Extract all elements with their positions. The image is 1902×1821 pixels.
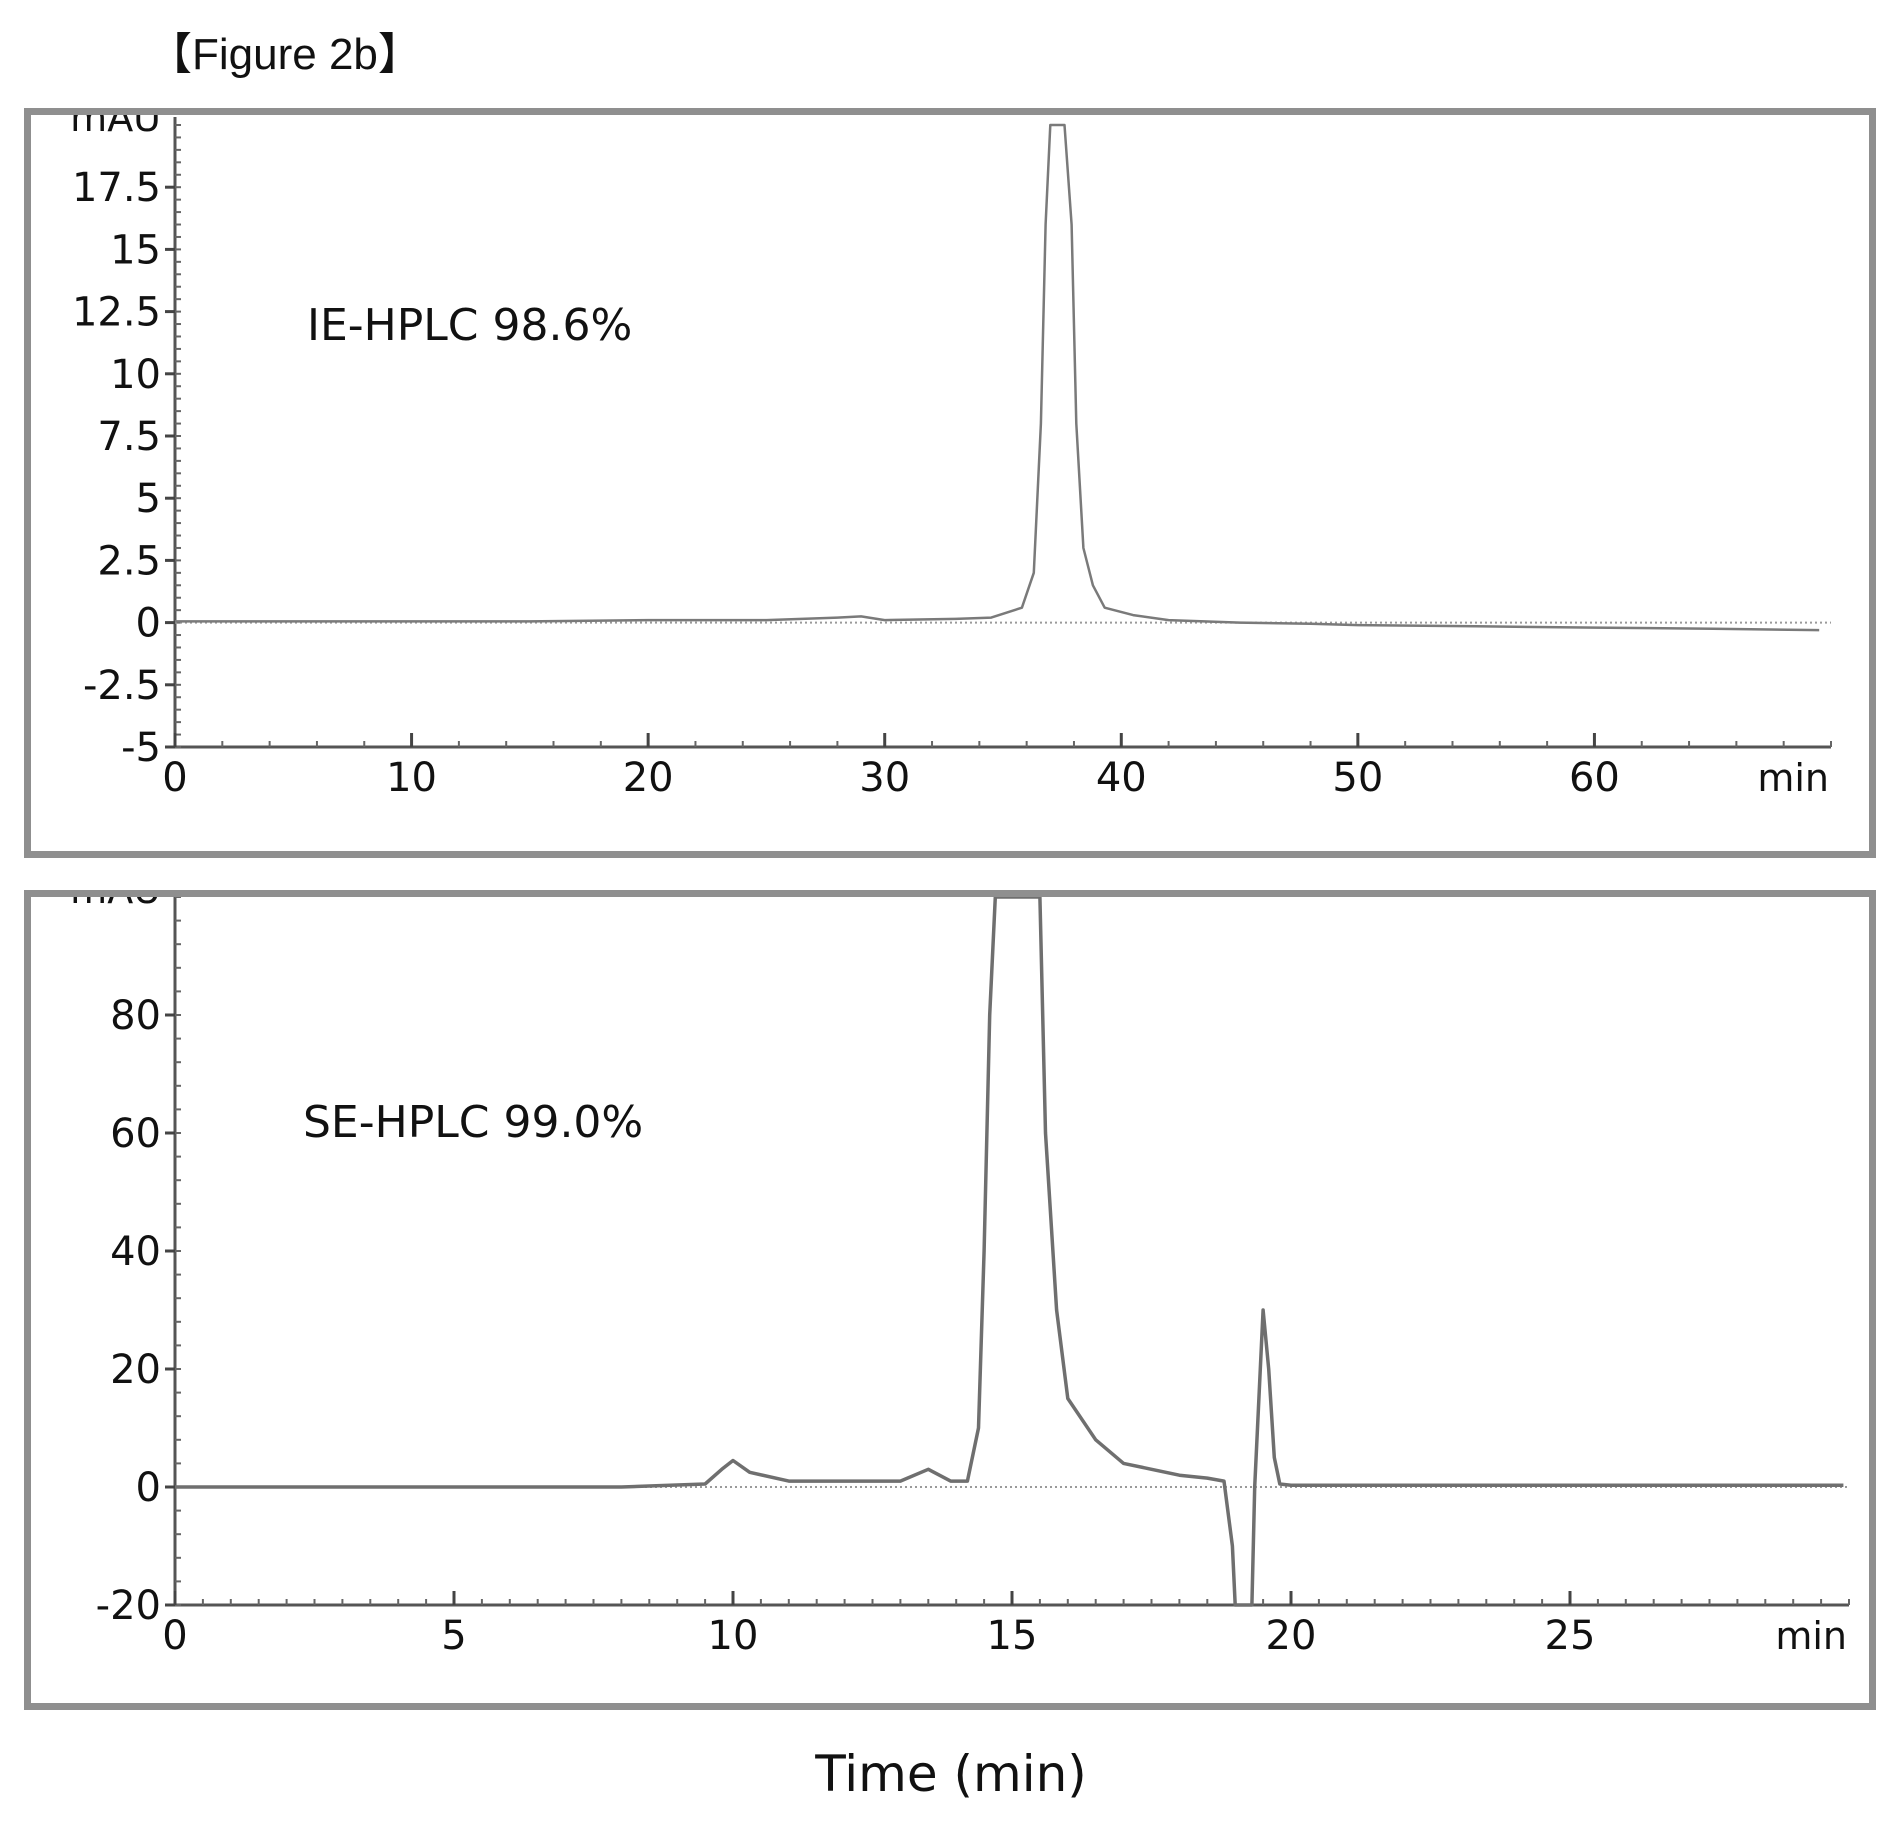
- se-x-tick-label: 0: [162, 1613, 187, 1659]
- ie-x-tick-label: 50: [1332, 755, 1383, 801]
- se-x-unit-label: min: [1775, 1614, 1847, 1658]
- ie-x-tick-label: 30: [859, 755, 910, 801]
- ie-y-tick-label: 7.5: [97, 414, 161, 460]
- ie-y-tick-label: 10: [110, 352, 161, 398]
- x-axis-title: Time (min): [815, 1745, 1087, 1803]
- ie-y-tick-label: 17.5: [72, 165, 161, 211]
- ie-hplc-chart: 0 10 20 30 40 50 60 min-5-2.502.557.51012.51517…: [70, 115, 1832, 801]
- ie-y-tick-label: -2.5: [83, 663, 161, 709]
- se-y-tick-label: 80: [110, 993, 161, 1039]
- ie-series-line: [175, 123, 1820, 632]
- ie-y-tick-label: 5: [136, 476, 161, 522]
- se-y-tick-label: 60: [110, 1111, 161, 1157]
- se-y-tick-label: 0: [136, 1465, 161, 1511]
- se-x-tick-label: 15: [987, 1613, 1038, 1659]
- se-y-tick-label: -20: [96, 1583, 161, 1629]
- se-x-tick-label: 5: [441, 1613, 466, 1659]
- se-x-tick-label: 25: [1545, 1613, 1596, 1659]
- ie-y-tick-label: 2.5: [97, 538, 161, 584]
- se-y-tick-label: 40: [110, 1229, 161, 1275]
- se-y-tick-label: 20: [110, 1347, 161, 1393]
- se-y-unit-label: mAU: [70, 897, 161, 912]
- figure-title: 【Figure 2b】: [148, 30, 422, 79]
- ie-y-tick-label: 12.5: [72, 290, 161, 336]
- ie-hplc-annotation: IE-HPLC 98.6%: [307, 300, 633, 351]
- ie-hplc-chart-panel: 0 10 20 30 40 50 60 min -5 -2.5 0 2.5 5 7.5 10 12.5 15 17…: [24, 108, 1876, 858]
- ie-x-tick-label: 10: [386, 755, 437, 801]
- ie-x-tick-label: 40: [1096, 755, 1147, 801]
- se-x-tick-label: 20: [1266, 1613, 1317, 1659]
- ie-x-unit-label: min: [1757, 756, 1829, 800]
- ie-y-tick-label: 0: [136, 601, 161, 647]
- se-x-tick-label: 10: [708, 1613, 759, 1659]
- ie-x-tick-label: 0: [162, 755, 187, 801]
- ie-y-unit-label: mAU: [70, 115, 161, 140]
- ie-x-tick-label: 60: [1569, 755, 1620, 801]
- ie-y-tick-label: 15: [110, 227, 161, 273]
- se-hplc-annotation: SE-HPLC 99.0%: [303, 1097, 644, 1148]
- ie-x-tick-label: 20: [623, 755, 674, 801]
- ie-y-tick-label: -5: [121, 725, 161, 771]
- se-series-line: [175, 897, 1844, 1607]
